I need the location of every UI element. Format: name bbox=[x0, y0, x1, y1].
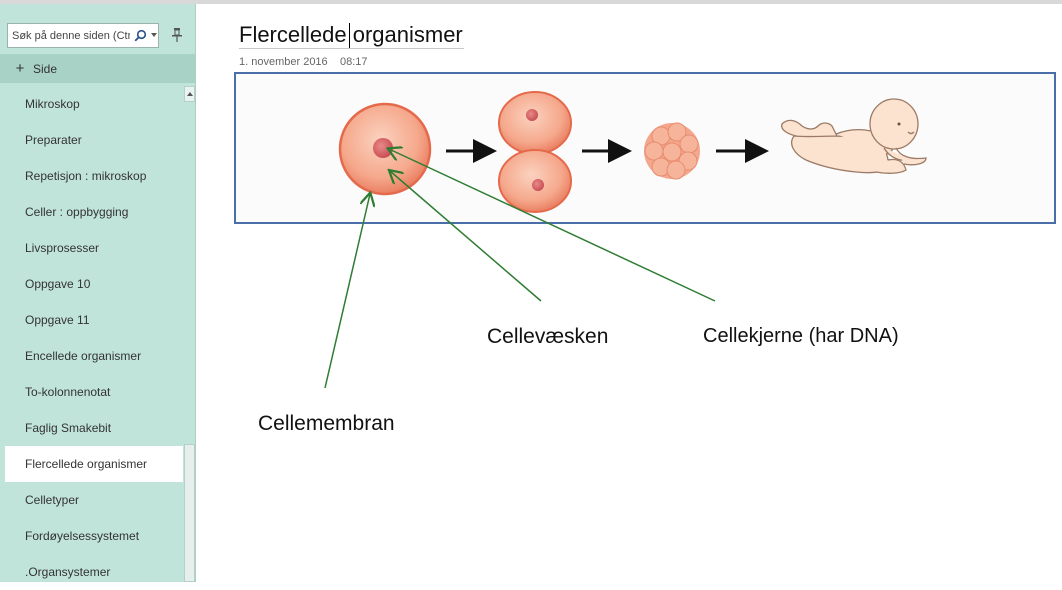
baby-icon bbox=[781, 98, 927, 174]
page-list-scrollbar[interactable] bbox=[184, 86, 195, 582]
window-top-border bbox=[0, 0, 1062, 4]
search-scope-dropdown-icon[interactable] bbox=[151, 33, 157, 37]
cell-development-image[interactable] bbox=[234, 72, 1056, 224]
text-cursor bbox=[349, 23, 350, 48]
cellevaesken-label[interactable]: Cellevæsken bbox=[487, 325, 609, 348]
sidebar-item-mikroskop[interactable]: Mikroskop bbox=[25, 97, 80, 111]
page-navigation-sidebar: + Side Mikroskop Preparater Repetisjon :… bbox=[0, 4, 196, 582]
sidebar-item-flercellede-organismer[interactable]: Flercellede organismer bbox=[5, 446, 183, 482]
cellevaesken-arrow bbox=[390, 171, 542, 302]
add-page-label: Side bbox=[33, 61, 58, 76]
page-canvas[interactable]: Flercellede organismer 1. november 2016 … bbox=[197, 4, 1062, 582]
morula-icon bbox=[644, 122, 700, 180]
sidebar-item-celletyper[interactable]: Celletyper bbox=[25, 493, 80, 507]
sidebar-item-fordoyelsessystemet[interactable]: Fordøyelsessystemet bbox=[25, 529, 140, 543]
cell-development-illustration bbox=[338, 91, 927, 213]
cellemembran-label[interactable]: Cellemembran bbox=[258, 412, 395, 435]
search-input[interactable] bbox=[12, 27, 130, 44]
title-underline bbox=[239, 48, 464, 49]
page-search-box[interactable] bbox=[7, 23, 159, 48]
page-title[interactable]: Flercellede organismer bbox=[239, 22, 463, 47]
sidebar-item-encellede-organismer[interactable]: Encellede organismer bbox=[25, 349, 142, 363]
sidebar-edge bbox=[195, 4, 196, 582]
sidebar-item-preparater[interactable]: Preparater bbox=[25, 133, 82, 147]
cellekjerne-arrow bbox=[389, 149, 716, 302]
sidebar-item-to-kolonnenotat[interactable]: To-kolonnenotat bbox=[25, 385, 111, 399]
add-page-button[interactable]: + Side bbox=[0, 54, 196, 83]
egg-cell-icon bbox=[338, 102, 432, 196]
cellemembran-arrow bbox=[324, 194, 370, 389]
sidebar-item-repetisjon-mikroskop[interactable]: Repetisjon : mikroskop bbox=[25, 169, 147, 183]
sidebar-item-celler-oppbygging[interactable]: Celler : oppbygging bbox=[25, 205, 129, 219]
scrollbar-thumb[interactable] bbox=[184, 444, 195, 582]
sidebar-item-organsystemer[interactable]: .Organsystemer bbox=[25, 565, 111, 579]
search-icon[interactable] bbox=[134, 29, 147, 42]
page-time: 08:17 bbox=[340, 56, 368, 68]
sidebar-item-livsprosesser[interactable]: Livsprosesser bbox=[25, 241, 100, 255]
page-date: 1. november 2016 bbox=[239, 56, 328, 68]
cellekjerne-label[interactable]: Cellekjerne (har DNA) bbox=[703, 325, 899, 347]
annotation-arrows bbox=[324, 4, 716, 389]
sidebar-item-faglig-smakebit[interactable]: Faglig Smakebit bbox=[25, 421, 112, 435]
sidebar-item-oppgave-10[interactable]: Oppgave 10 bbox=[25, 277, 91, 291]
plus-icon: + bbox=[15, 60, 25, 77]
scroll-up-arrow-icon[interactable] bbox=[184, 86, 195, 102]
sidebar-item-oppgave-11[interactable]: Oppgave 11 bbox=[25, 313, 90, 327]
two-cell-stage-icon bbox=[498, 91, 572, 213]
pin-icon[interactable] bbox=[170, 27, 184, 43]
